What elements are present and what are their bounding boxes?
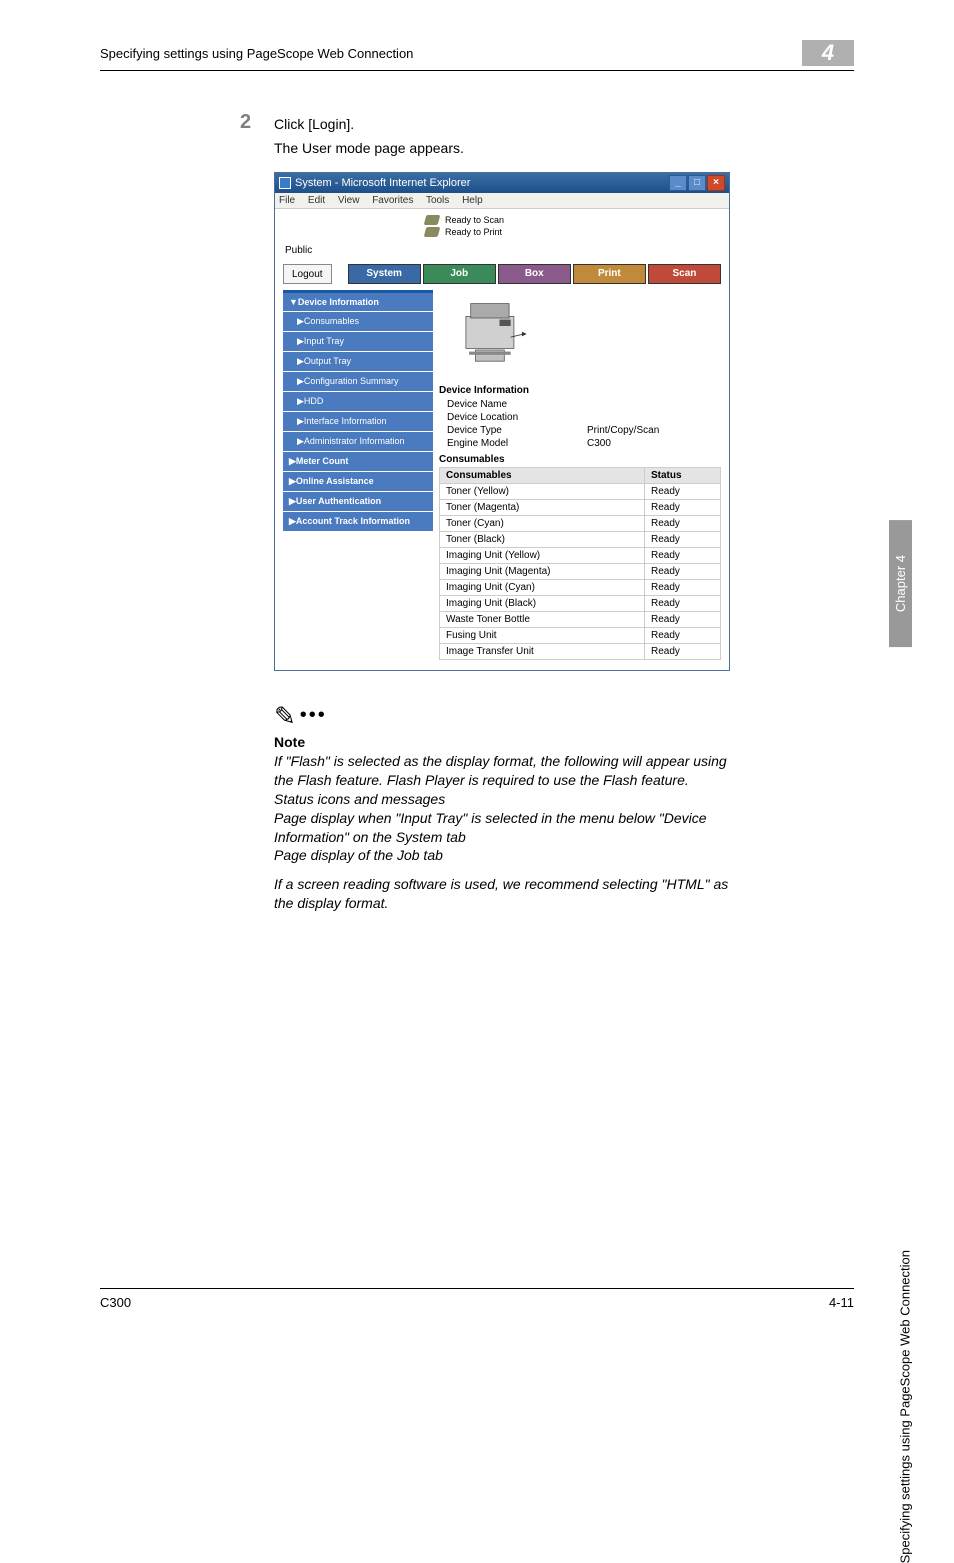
engine-model-row: Engine Model C300 — [439, 437, 721, 450]
table-row: Imaging Unit (Magenta)Ready — [440, 564, 721, 580]
footer-left: C300 — [100, 1295, 131, 1310]
sidebar-meter-count[interactable]: ▶Meter Count — [283, 452, 433, 472]
sidebar: ▼Device Information ▶Consumables ▶Input … — [283, 290, 433, 660]
menu-tools[interactable]: Tools — [426, 195, 449, 206]
menu-edit[interactable]: Edit — [308, 195, 325, 206]
window-title: System - Microsoft Internet Explorer — [295, 177, 470, 189]
col-consumables: Consumables — [440, 468, 645, 484]
consumables-title: Consumables — [439, 454, 721, 465]
device-location-row: Device Location — [439, 411, 721, 424]
sidebar-online-assistance[interactable]: ▶Online Assistance — [283, 472, 433, 492]
note-p2: Status icons and messages — [274, 790, 730, 809]
note-icon: ✎ — [274, 701, 296, 732]
page-header: Specifying settings using PageScope Web … — [100, 40, 854, 71]
device-type-row: Device Type Print/Copy/Scan — [439, 424, 721, 437]
step-row: 2 Click [Login]. — [240, 111, 854, 134]
side-section-label: Specifying settings using PageScope Web … — [897, 1250, 912, 1563]
close-button[interactable]: × — [707, 175, 725, 191]
sidebar-device-information[interactable]: ▼Device Information — [283, 293, 433, 312]
note-p3: Page display when "Input Tray" is select… — [274, 809, 730, 847]
logout-button[interactable]: Logout — [283, 264, 332, 284]
device-type-label: Device Type — [447, 425, 587, 436]
menu-view[interactable]: View — [338, 195, 360, 206]
table-row: Fusing UnitReady — [440, 628, 721, 644]
sidebar-input-tray[interactable]: ▶Input Tray — [283, 332, 433, 352]
note-p5: If a screen reading software is used, we… — [274, 875, 730, 913]
note-dots: ••• — [300, 704, 327, 726]
minimize-button[interactable]: _ — [669, 175, 687, 191]
right-pane: Device Information Device Name Device Lo… — [439, 290, 721, 660]
tab-job[interactable]: Job — [423, 264, 496, 284]
engine-model-label: Engine Model — [447, 438, 587, 449]
engine-model-value: C300 — [587, 438, 611, 449]
scan-status-icon — [424, 215, 441, 225]
table-row: Toner (Black)Ready — [440, 532, 721, 548]
browser-window: System - Microsoft Internet Explorer _ □… — [274, 172, 730, 671]
sidebar-hdd[interactable]: ▶HDD — [283, 392, 433, 412]
status-area: Ready to Scan Ready to Print Public — [275, 209, 729, 260]
page-footer: C300 4-11 — [100, 1288, 854, 1310]
device-type-value: Print/Copy/Scan — [587, 425, 659, 436]
device-name-label: Device Name — [447, 399, 587, 410]
menu-file[interactable]: File — [279, 195, 295, 206]
table-row: Waste Toner BottleReady — [440, 612, 721, 628]
table-row: Toner (Cyan)Ready — [440, 516, 721, 532]
device-location-label: Device Location — [447, 412, 587, 423]
print-status-text: Ready to Print — [445, 227, 502, 237]
table-row: Imaging Unit (Yellow)Ready — [440, 548, 721, 564]
table-row: Imaging Unit (Cyan)Ready — [440, 580, 721, 596]
tab-box[interactable]: Box — [498, 264, 571, 284]
sidebar-configuration-summary[interactable]: ▶Configuration Summary — [283, 372, 433, 392]
menu-help[interactable]: Help — [462, 195, 483, 206]
note-section: ✎••• Note If "Flash" is selected as the … — [274, 701, 730, 913]
step-subtext: The User mode page appears. — [274, 140, 854, 156]
sidebar-account-track-information[interactable]: ▶Account Track Information — [283, 512, 433, 532]
maximize-button[interactable]: □ — [688, 175, 706, 191]
table-row: Toner (Magenta)Ready — [440, 500, 721, 516]
menu-favorites[interactable]: Favorites — [372, 195, 413, 206]
step-number: 2 — [240, 111, 274, 134]
table-row: Imaging Unit (Black)Ready — [440, 596, 721, 612]
sidebar-consumables[interactable]: ▶Consumables — [283, 312, 433, 332]
chapter-number-box: 4 — [802, 40, 854, 66]
side-chapter-label: Chapter 4 — [889, 520, 912, 647]
tab-system[interactable]: System — [348, 264, 421, 284]
table-row: Toner (Yellow)Ready — [440, 484, 721, 500]
sidebar-interface-information[interactable]: ▶Interface Information — [283, 412, 433, 432]
consumables-table: Consumables Status Toner (Yellow)Ready T… — [439, 467, 721, 660]
footer-right: 4-11 — [829, 1295, 854, 1310]
header-title: Specifying settings using PageScope Web … — [100, 46, 413, 61]
public-label: Public — [285, 245, 719, 256]
sidebar-user-authentication[interactable]: ▶User Authentication — [283, 492, 433, 512]
note-p1: If "Flash" is selected as the display fo… — [274, 752, 730, 790]
window-titlebar: System - Microsoft Internet Explorer _ □… — [275, 173, 729, 193]
sidebar-administrator-information[interactable]: ▶Administrator Information — [283, 432, 433, 452]
note-label: Note — [274, 734, 730, 750]
scan-status-text: Ready to Scan — [445, 215, 504, 225]
note-p4: Page display of the Job tab — [274, 846, 730, 865]
table-row: Image Transfer UnitReady — [440, 644, 721, 660]
tab-print[interactable]: Print — [573, 264, 646, 284]
sidebar-output-tray[interactable]: ▶Output Tray — [283, 352, 433, 372]
tab-scan[interactable]: Scan — [648, 264, 721, 284]
menubar: File Edit View Favorites Tools Help — [275, 193, 729, 209]
note-body: If "Flash" is selected as the display fo… — [274, 752, 730, 913]
ie-icon — [279, 177, 291, 189]
device-name-row: Device Name — [439, 398, 721, 411]
nav-row: Logout System Job Box Print Scan — [275, 260, 729, 290]
printer-icon — [449, 294, 534, 374]
step-text: Click [Login]. — [274, 111, 354, 134]
col-status: Status — [644, 468, 720, 484]
device-info-title: Device Information — [439, 385, 721, 396]
print-status-icon — [424, 227, 441, 237]
